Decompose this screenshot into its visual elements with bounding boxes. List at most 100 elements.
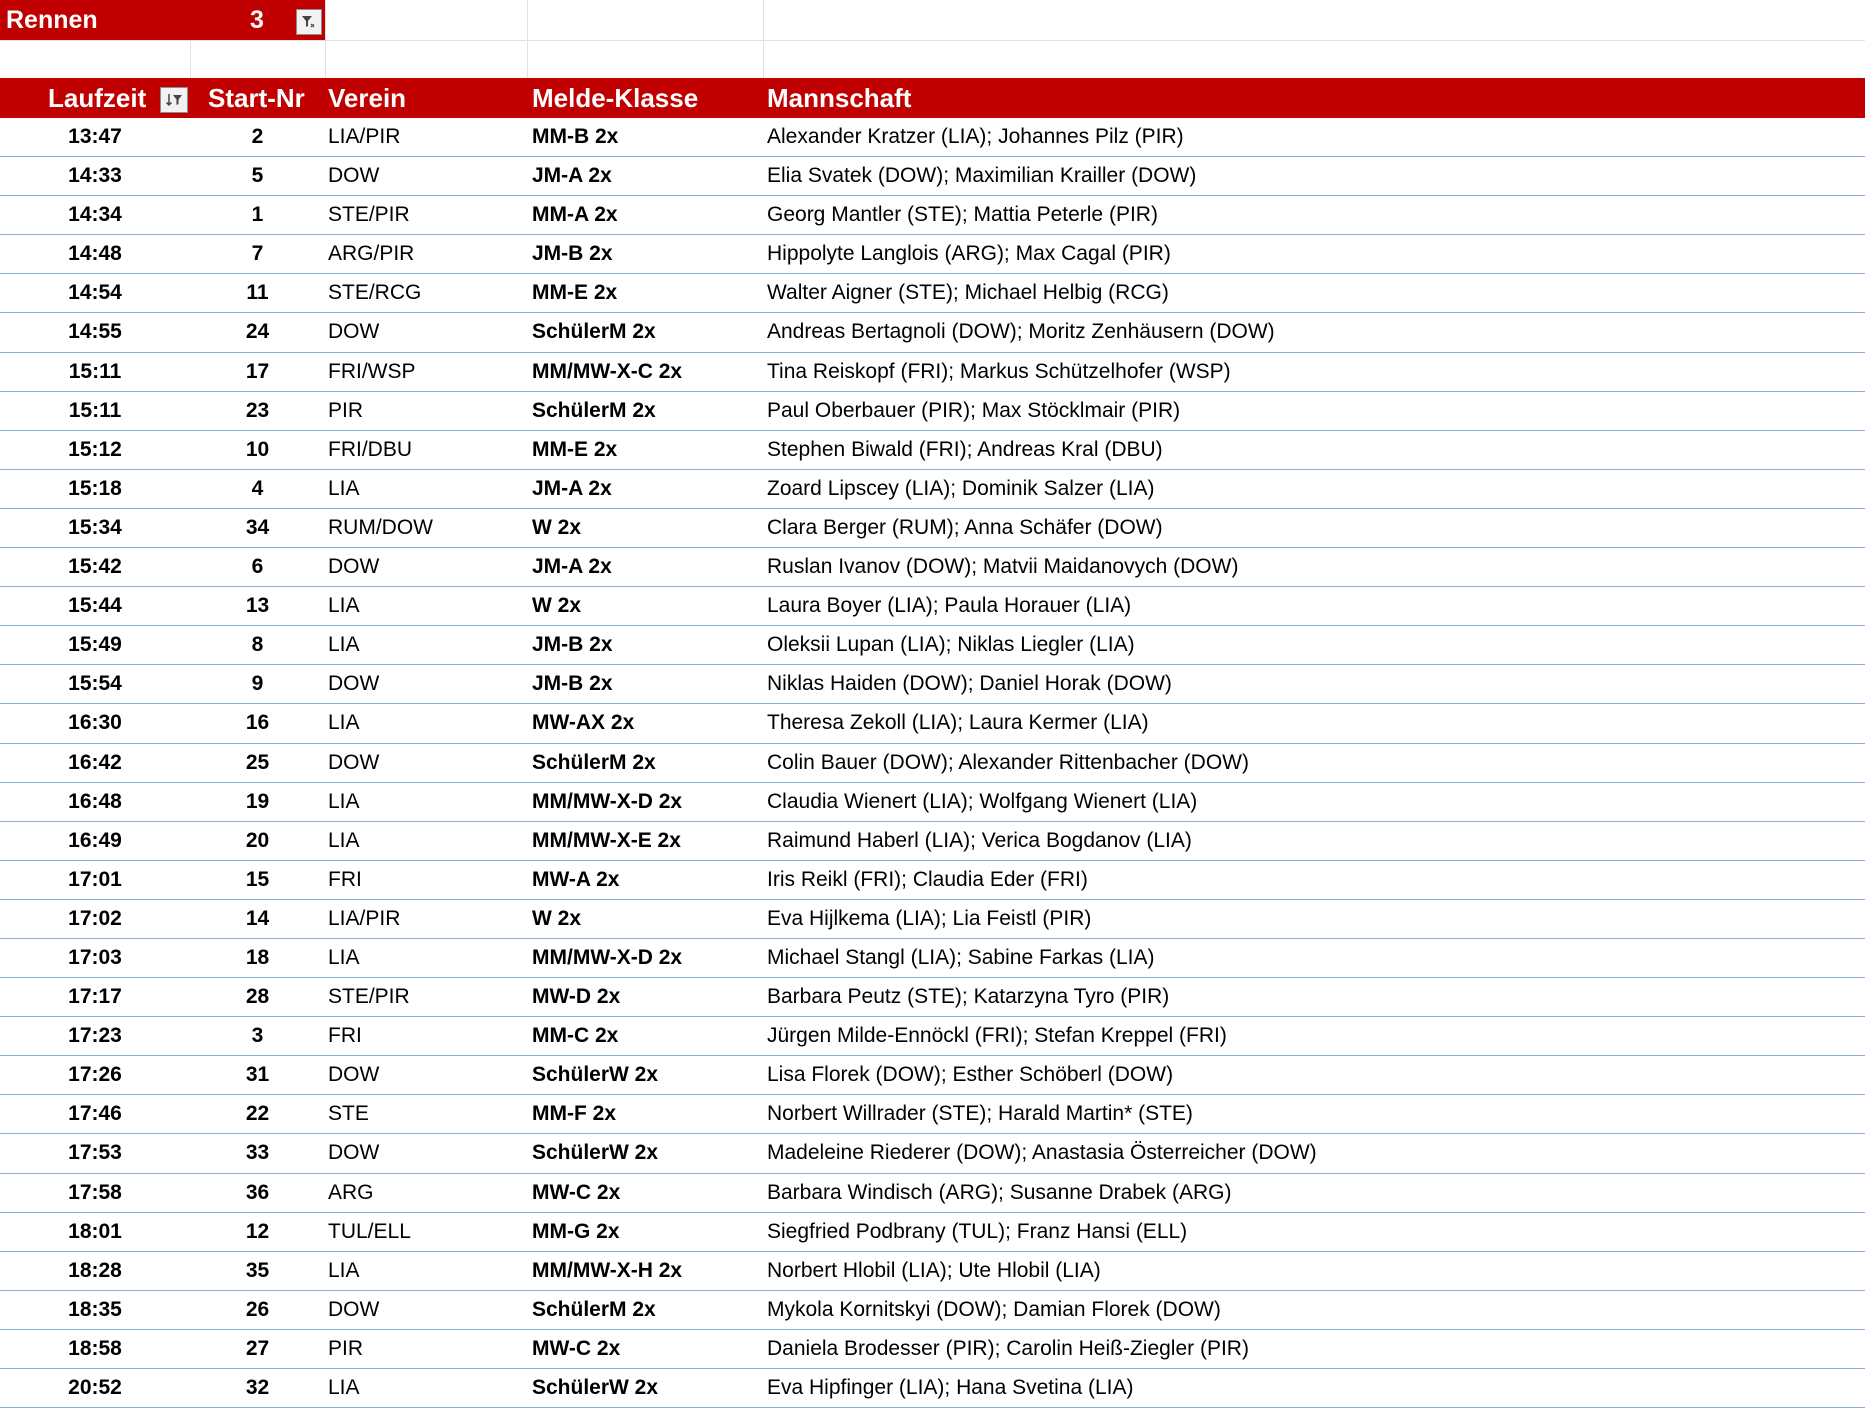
filter-label-rennen: Rennen	[0, 0, 190, 40]
cell-start-nr: 33	[245, 1141, 270, 1165]
sort-ascending-filter-icon[interactable]	[160, 87, 188, 113]
table-row[interactable]: 14:33 5 DOW JM-A 2x Elia Svatek (DOW); Maxim…	[0, 157, 1865, 197]
cell-laufzeit: 16:49	[68, 828, 122, 852]
cell-mannschaft: Mykola Kornitskyi (DOW); Damian Florek (…	[767, 1297, 1221, 1321]
table-row[interactable]: 14:48 7 ARG/PIR JM-B 2x Hippolyte Langlois (…	[0, 235, 1865, 275]
cell-start-nr: 27	[245, 1336, 270, 1360]
table-row[interactable]: 13:47 2 LIA/PIR MM-B 2x Alexander Kratzer (L…	[0, 118, 1865, 158]
table-row[interactable]: 15:18 4 LIA JM-A 2x Zoard Lipscey (LIA); Dom…	[0, 470, 1865, 509]
cell-laufzeit: 17:03	[68, 945, 122, 969]
cell-melde-klasse: JM-B 2x	[532, 672, 613, 696]
cell-mannschaft: Clara Berger (RUM); Anna Schäfer (DOW)	[767, 515, 1163, 539]
cell-laufzeit: 17:53	[68, 1141, 122, 1165]
table-row[interactable]: 16:30 16 LIA MW-AX 2x Theresa Zekoll (LIA); …	[0, 704, 1865, 744]
table-row[interactable]: 17:03 18 LIA MM/MW-X-D 2x Michael Stangl (LI…	[0, 939, 1865, 979]
cell-melde-klasse: MM/MW-X-D 2x	[532, 945, 683, 969]
table-row[interactable]: 17:53 33 DOW SchülerW 2x Madeleine Riederer …	[0, 1134, 1865, 1174]
table-row[interactable]: 17:26 31 DOW SchülerW 2x Lisa Florek (DOW); …	[0, 1056, 1865, 1096]
cell-melde-klasse: MM-E 2x	[532, 281, 618, 305]
table-row[interactable]: 18:01 12 TUL/ELL MM-G 2x Siegfried Podbrany …	[0, 1213, 1865, 1252]
cell-verein: LIA	[328, 1376, 360, 1399]
cell-start-nr: 24	[245, 320, 270, 344]
cell-mannschaft: Madeleine Riederer (DOW); Anastasia Öste…	[767, 1141, 1317, 1165]
cell-melde-klasse: MM-B 2x	[532, 125, 619, 148]
cell-start-nr: 1	[251, 203, 264, 227]
table-row[interactable]: 15:11 17 FRI/WSP MM/MW-X-C 2x Tina Reiskopf …	[0, 353, 1865, 392]
cell-start-nr: 18	[245, 945, 270, 969]
cell-start-nr: 15	[245, 867, 270, 891]
cell-melde-klasse: W 2x	[532, 515, 582, 539]
cell-melde-klasse: SchülerW 2x	[532, 1141, 659, 1165]
table-row[interactable]: 18:35 26 DOW SchülerM 2x Mykola Kornitskyi (…	[0, 1291, 1865, 1330]
cell-melde-klasse: W 2x	[532, 906, 582, 930]
cell-laufzeit: 16:48	[68, 789, 122, 813]
table-row[interactable]: 17:46 22 STE MM-F 2x Norbert Willrader (STE)…	[0, 1095, 1865, 1135]
cell-laufzeit: 15:11	[68, 359, 122, 383]
cell-melde-klasse: JM-B 2x	[532, 242, 613, 266]
cell-melde-klasse: JM-A 2x	[532, 164, 612, 188]
table-row[interactable]: 15:12 10 FRI/DBU MM-E 2x Stephen Biwald (FRI…	[0, 431, 1865, 470]
filter-dropdown-icon[interactable]	[296, 9, 322, 35]
header-verein[interactable]: Verein	[328, 83, 407, 113]
table-row[interactable]: 15:34 34 RUM/DOW W 2x Clara Berger (RUM); An…	[0, 509, 1865, 549]
cell-verein: DOW	[328, 672, 380, 696]
cell-laufzeit: 15:54	[68, 672, 122, 696]
cell-laufzeit: 15:49	[68, 633, 122, 657]
cell-melde-klasse: MM/MW-X-E 2x	[532, 828, 681, 852]
cell-verein: FRI/DBU	[328, 437, 412, 461]
header-laufzeit[interactable]: Laufzeit	[48, 83, 147, 113]
table-row[interactable]: 14:55 24 DOW SchülerM 2x Andreas Bertagnoli …	[0, 313, 1865, 353]
table-row[interactable]: 18:28 35 LIA MM/MW-X-H 2x Norbert Hlobil (LI…	[0, 1252, 1865, 1291]
cell-melde-klasse: SchülerM 2x	[532, 750, 656, 774]
cell-start-nr: 34	[245, 515, 270, 539]
table-row[interactable]: 15:44 13 LIA W 2x Laura Boyer (LIA); Paula H…	[0, 587, 1865, 627]
table-row[interactable]: 15:54 9 DOW JM-B 2x Niklas Haiden (DOW); Dan…	[0, 665, 1865, 705]
cell-verein: PIR	[328, 398, 364, 422]
cell-start-nr: 35	[245, 1258, 270, 1282]
cell-verein: LIA	[328, 711, 360, 735]
table-row[interactable]: 17:17 28 STE/PIR MW-D 2x Barbara Peutz (STE)…	[0, 978, 1865, 1018]
table-row[interactable]: 17:58 36 ARG MW-C 2x Barbara Windisch (ARG);…	[0, 1174, 1865, 1213]
cell-laufzeit: 15:12	[68, 437, 122, 461]
table-row[interactable]: 20:52 32 LIA SchülerW 2x Eva Hipfinger (LIA)…	[0, 1369, 1865, 1408]
cell-mannschaft: Zoard Lipscey (LIA); Dominik Salzer (LIA…	[767, 476, 1155, 500]
cell-start-nr: 20	[245, 828, 270, 852]
cell-start-nr: 19	[245, 789, 270, 813]
cell-melde-klasse: MW-C 2x	[532, 1336, 621, 1360]
cell-verein: LIA	[328, 476, 360, 500]
table-row[interactable]: 16:49 20 LIA MM/MW-X-E 2x Raimund Haberl (LI…	[0, 822, 1865, 861]
cell-laufzeit: 14:33	[68, 164, 122, 188]
table-row[interactable]: 14:34 1 STE/PIR MM-A 2x Georg Mantler (STE);…	[0, 196, 1865, 236]
cell-laufzeit: 17:26	[68, 1063, 122, 1087]
table-row[interactable]: 17:02 14 LIA/PIR W 2x Eva Hijlkema (LIA); Li…	[0, 900, 1865, 939]
header-mannschaft[interactable]: Mannschaft	[767, 83, 912, 113]
cell-laufzeit: 17:23	[68, 1024, 122, 1048]
cell-mannschaft: Tina Reiskopf (FRI); Markus Schützelhofe…	[767, 359, 1231, 383]
cell-laufzeit: 15:34	[68, 515, 122, 539]
table-row[interactable]: 17:01 15 FRI MW-A 2x Iris Reikl (FRI); Claud…	[0, 861, 1865, 900]
table-row[interactable]: 15:42 6 DOW JM-A 2x Ruslan Ivanov (DOW); Mat…	[0, 548, 1865, 588]
cell-laufzeit: 14:55	[68, 320, 122, 344]
cell-verein: FRI	[328, 1024, 362, 1048]
table-row[interactable]: 15:11 23 PIR SchülerM 2x Paul Oberbauer (PIR…	[0, 392, 1865, 431]
header-melde-klasse[interactable]: Melde-Klasse	[532, 83, 699, 113]
table-row[interactable]: 15:49 8 LIA JM-B 2x Oleksii Lupan (LIA); Nik…	[0, 626, 1865, 666]
header-start-nr[interactable]: Start-Nr	[208, 83, 305, 113]
cell-melde-klasse: W 2x	[532, 594, 582, 618]
cell-laufzeit: 18:58	[68, 1336, 122, 1360]
table-row[interactable]: 16:48 19 LIA MM/MW-X-D 2x Claudia Wienert (L…	[0, 783, 1865, 822]
cell-start-nr: 17	[245, 359, 270, 383]
cell-laufzeit: 16:42	[68, 750, 122, 774]
cell-laufzeit: 18:35	[68, 1297, 122, 1321]
cell-mannschaft: Alexander Kratzer (LIA); Johannes Pilz (…	[767, 125, 1184, 148]
cell-mannschaft: Eva Hipfinger (LIA); Hana Svetina (LIA)	[767, 1376, 1134, 1399]
table-row[interactable]: 17:23 3 FRI MM-C 2x Jürgen Milde-Ennöckl (FR…	[0, 1017, 1865, 1057]
cell-start-nr: 8	[251, 633, 264, 657]
table-row[interactable]: 16:42 25 DOW SchülerM 2x Colin Bauer (DOW); …	[0, 744, 1865, 783]
cell-melde-klasse: SchülerW 2x	[532, 1063, 659, 1087]
cell-verein: STE	[328, 1102, 369, 1126]
cell-mannschaft: Eva Hijlkema (LIA); Lia Feistl (PIR)	[767, 906, 1092, 930]
table-row[interactable]: 14:54 11 STE/RCG MM-E 2x Walter Aigner (STE)…	[0, 274, 1865, 314]
cell-verein: DOW	[328, 1063, 380, 1087]
table-row[interactable]: 18:58 27 PIR MW-C 2x Daniela Brodesser (PIR)…	[0, 1330, 1865, 1369]
